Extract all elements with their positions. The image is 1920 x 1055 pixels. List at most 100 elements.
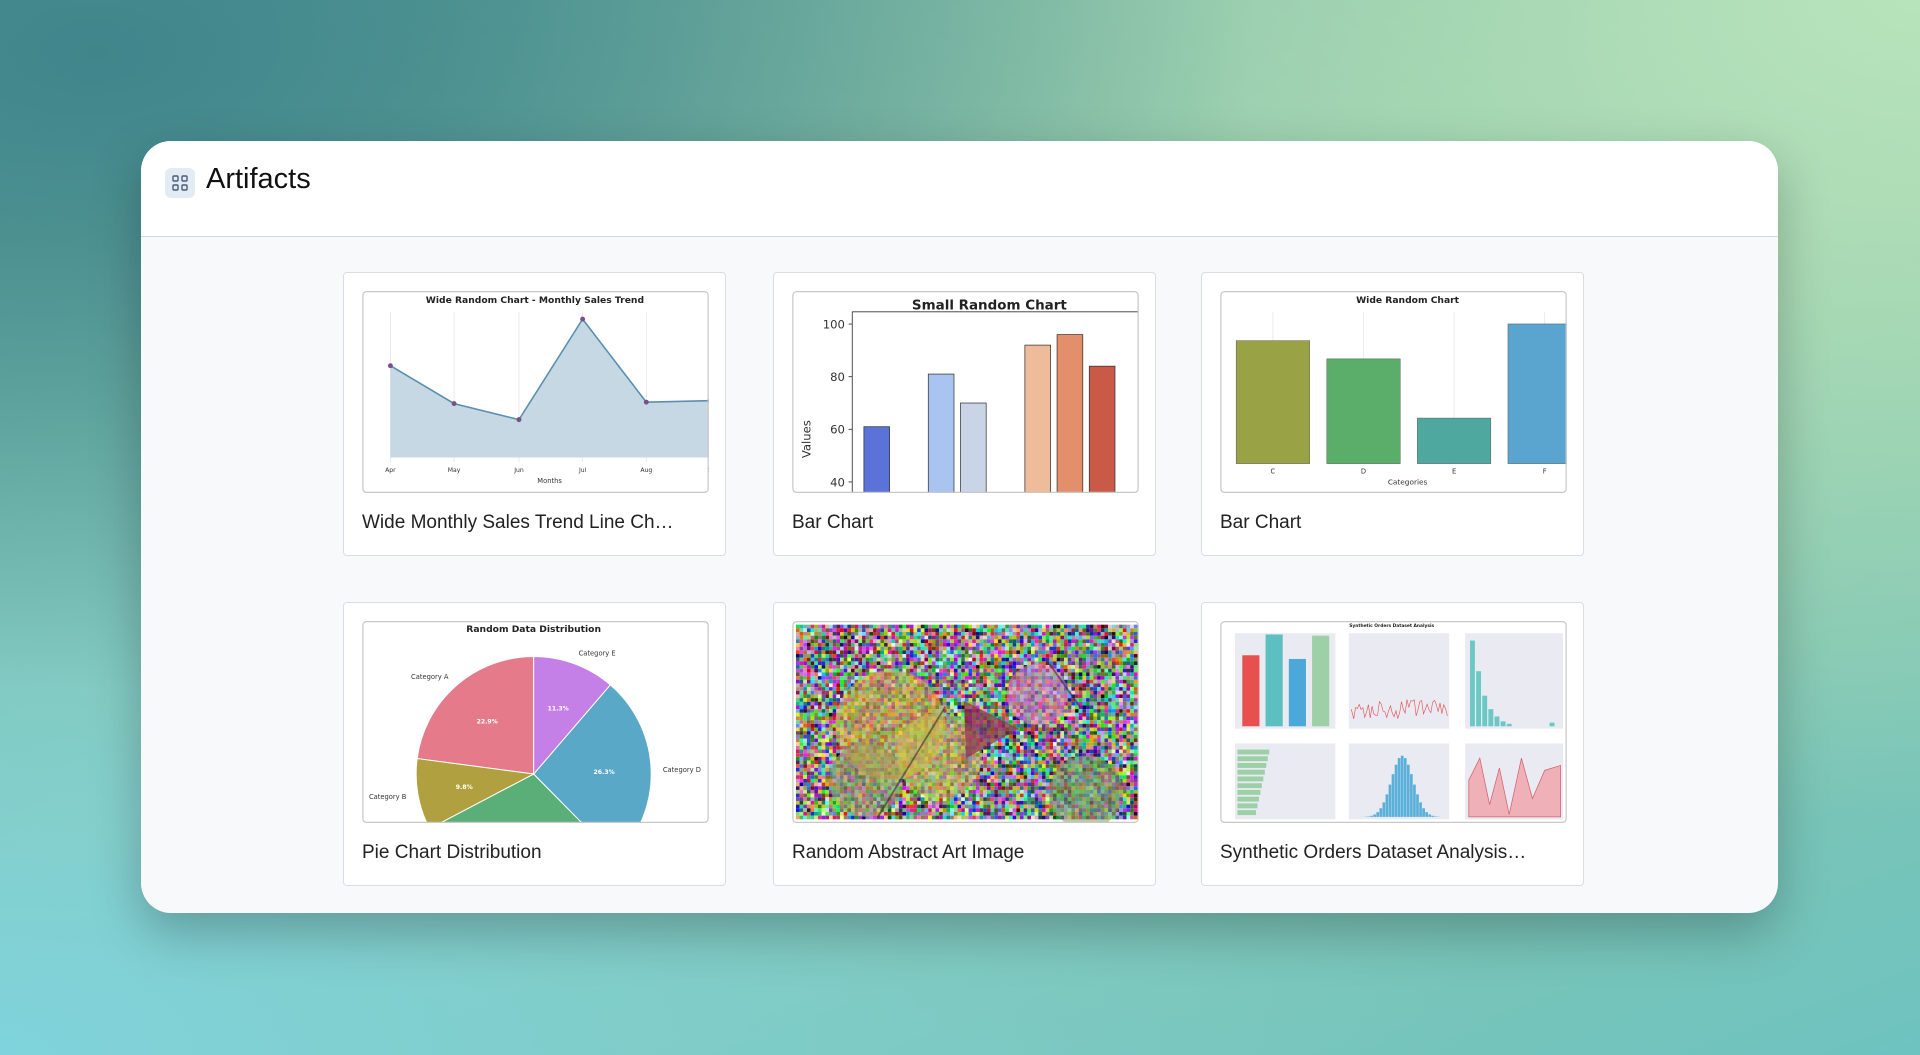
- noise-pixel: [939, 661, 943, 666]
- noise-pixel: [1122, 749, 1127, 754]
- noise-pixel: [1122, 679, 1127, 684]
- noise-pixel: [979, 665, 984, 669]
- noise-pixel: [1023, 624, 1028, 629]
- noise-pixel: [1089, 749, 1094, 754]
- noise-pixel: [821, 635, 826, 640]
- noise-pixel: [1089, 745, 1094, 750]
- noise-pixel: [902, 635, 907, 640]
- noise-pixel: [814, 650, 818, 655]
- noise-pixel: [909, 632, 914, 636]
- noise-pixel: [1016, 793, 1020, 798]
- noise-pixel: [814, 683, 818, 688]
- noise-pixel: [968, 808, 973, 812]
- noise-pixel: [1086, 650, 1090, 655]
- noise-pixel: [1049, 771, 1054, 776]
- noise-pixel: [1064, 745, 1068, 750]
- noise-pixel: [1122, 654, 1127, 658]
- noise-pixel: [1042, 745, 1046, 750]
- noise-pixel: [917, 804, 921, 809]
- noise-pixel: [1082, 635, 1087, 640]
- noise-pixel: [946, 797, 951, 801]
- noise-pixel: [847, 635, 852, 640]
- artifact-card[interactable]: Wide Random Chart C D E F Categories Bar Chart: [1201, 272, 1584, 556]
- noise-pixel: [1005, 624, 1009, 629]
- noise-pixel: [1005, 749, 1009, 754]
- noise-pixel: [1005, 705, 1009, 710]
- noise-pixel: [1034, 789, 1039, 794]
- noise-pixel: [1089, 705, 1094, 710]
- noise-pixel: [1034, 771, 1039, 776]
- noise-pixel: [968, 811, 973, 816]
- noise-pixel: [942, 646, 947, 651]
- noise-pixel: [898, 815, 903, 820]
- noise-pixel: [1097, 635, 1101, 640]
- noise-pixel: [1111, 731, 1116, 735]
- noise-pixel: [950, 687, 954, 691]
- noise-pixel: [1071, 734, 1076, 739]
- noise-pixel: [913, 657, 918, 662]
- noise-pixel: [1056, 639, 1061, 644]
- noise-pixel: [817, 797, 822, 801]
- noise-pixel: [1104, 646, 1109, 651]
- noise-pixel: [939, 808, 943, 812]
- noise-pixel: [946, 665, 951, 669]
- noise-pixel: [953, 632, 958, 636]
- noise-pixel: [1049, 775, 1054, 779]
- noise-pixel: [1075, 632, 1079, 636]
- noise-pixel: [1008, 811, 1013, 816]
- x-tick-label: Aug: [640, 467, 652, 474]
- noise-pixel: [972, 800, 976, 805]
- noise-pixel: [1078, 657, 1083, 662]
- noise-pixel: [1023, 800, 1028, 805]
- noise-pixel: [1108, 727, 1112, 732]
- artifact-card[interactable]: Small Random Chart 40 60 80 100 Values Bar Cha…: [773, 272, 1156, 556]
- thumb-content: [795, 624, 1138, 823]
- noise-pixel: [1086, 720, 1090, 724]
- noise-pixel: [865, 665, 870, 669]
- noise-pixel: [1049, 778, 1054, 783]
- noise-pixel: [953, 694, 958, 699]
- noise-pixel: [975, 632, 980, 636]
- noise-pixel: [832, 646, 837, 651]
- noise-pixel: [873, 668, 877, 673]
- noise-pixel: [1042, 628, 1046, 633]
- noise-pixel: [1056, 716, 1061, 721]
- noise-pixel: [983, 632, 987, 636]
- noise-pixel: [1104, 731, 1109, 735]
- noise-pixel: [1056, 742, 1061, 746]
- artifact-card[interactable]: Random Abstract Art Image: [773, 602, 1156, 886]
- noise-pixel: [828, 712, 833, 717]
- noise-pixel: [920, 793, 925, 798]
- noise-pixel: [1045, 771, 1050, 776]
- noise-pixel: [1075, 672, 1079, 677]
- noise-pixel: [975, 665, 980, 669]
- noise-pixel: [1042, 753, 1046, 757]
- noise-pixel: [983, 672, 987, 677]
- noise-pixel: [895, 811, 899, 816]
- noise-pixel: [1108, 756, 1112, 761]
- noise-pixel: [884, 632, 888, 636]
- artifact-card[interactable]: Wide Random Chart - Monthly Sales Trend A…: [343, 272, 726, 556]
- noise-pixel: [935, 815, 940, 820]
- noise-pixel: [795, 731, 800, 735]
- noise-pixel: [876, 628, 881, 633]
- noise-pixel: [990, 745, 995, 750]
- noise-pixel: [1082, 738, 1087, 743]
- noise-pixel: [1130, 654, 1134, 658]
- noise-pixel: [1012, 738, 1017, 743]
- artifact-card[interactable]: Random Data Distribution Category A 22.9% C…: [343, 602, 726, 886]
- noise-pixel: [1089, 679, 1094, 684]
- noise-pixel: [851, 657, 855, 662]
- noise-pixel: [950, 694, 954, 699]
- noise-pixel: [810, 753, 815, 757]
- noise-pixel: [1019, 731, 1024, 735]
- noise-pixel: [1089, 676, 1094, 680]
- noise-pixel: [799, 760, 804, 765]
- noise-pixel: [953, 679, 958, 684]
- noise-pixel: [1097, 694, 1101, 699]
- noise-pixel: [957, 635, 962, 640]
- noise-pixel: [865, 650, 870, 655]
- noise-pixel: [1045, 793, 1050, 798]
- noise-pixel: [803, 775, 807, 779]
- noise-pixel: [828, 789, 833, 794]
